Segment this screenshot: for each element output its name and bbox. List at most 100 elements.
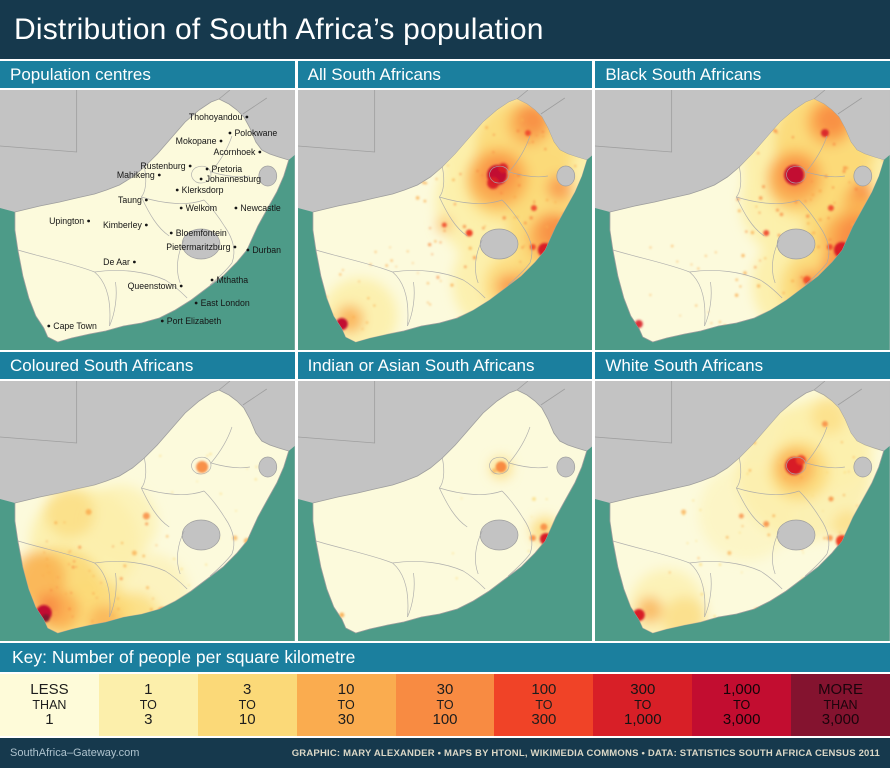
- density-speckle: [435, 177, 438, 181]
- panel-header-population-centres: Population centres: [0, 61, 295, 88]
- density-speckle: [554, 201, 557, 204]
- province-borders: [613, 135, 846, 327]
- density-core: [822, 421, 829, 427]
- density-speckle: [254, 478, 257, 481]
- density-speckle: [545, 198, 549, 202]
- density-speckle: [255, 465, 258, 468]
- density-speckle: [116, 597, 120, 600]
- south-africa-map-svg: [0, 381, 295, 641]
- map-black-south-africans: [595, 90, 890, 350]
- density-speckle: [695, 540, 698, 542]
- density-speckle: [341, 269, 344, 271]
- panel-header-white: White South Africans: [595, 352, 890, 379]
- density-core: [338, 612, 344, 618]
- density-speckle: [431, 253, 433, 256]
- density-speckle: [707, 311, 710, 313]
- density-speckle: [459, 173, 462, 176]
- legend-swatch-text: THAN: [32, 698, 67, 712]
- panel-header-black: Black South Africans: [595, 61, 890, 88]
- city-dot: [188, 164, 192, 168]
- density-speckle: [171, 491, 174, 494]
- density-speckle: [809, 198, 813, 201]
- density-speckle: [541, 130, 544, 134]
- density-speckle: [78, 545, 82, 549]
- density-speckle: [491, 151, 495, 154]
- city-label: Port Elizabeth: [167, 316, 222, 326]
- density-speckle: [855, 187, 859, 191]
- density-speckle: [352, 315, 355, 319]
- density-speckle: [46, 564, 49, 568]
- density-speckle: [802, 551, 805, 554]
- density-core: [465, 229, 473, 237]
- density-speckle: [88, 569, 91, 572]
- density-speckle: [757, 152, 760, 155]
- density-speckle: [96, 597, 98, 599]
- density-speckle: [499, 191, 503, 195]
- density-speckle: [726, 535, 729, 539]
- density-speckle: [64, 592, 68, 595]
- city-label: Durban: [252, 245, 281, 255]
- city-label: Taung: [118, 195, 142, 205]
- map-all-south-africans: [297, 90, 593, 350]
- density-speckle: [219, 492, 222, 495]
- density-speckle: [746, 472, 750, 476]
- neighbour-borders: [595, 381, 863, 444]
- density-speckle: [443, 229, 446, 232]
- density-speckle: [112, 545, 114, 548]
- footer-bar: SouthAfrica–Gateway.com GRAPHIC: MARY AL…: [0, 738, 890, 768]
- legend-swatches: LESS THAN 1 1 TO 3 3 TO 10 10 TO 30 30 TO 100 100 TO 300 3…: [0, 674, 890, 736]
- city-label: Upington: [49, 216, 84, 226]
- density-speckle: [68, 551, 71, 553]
- density-speckle: [206, 454, 209, 457]
- density-speckle: [527, 141, 530, 144]
- density-speckle: [832, 186, 835, 189]
- density-speckle: [782, 291, 786, 295]
- density-speckle: [119, 577, 123, 581]
- eswatini: [853, 165, 873, 187]
- ocean: [595, 155, 890, 350]
- density-speckle: [92, 575, 95, 577]
- city-dot: [160, 319, 164, 323]
- density-speckle: [480, 174, 484, 177]
- density-speckle: [676, 260, 679, 263]
- panel-header-indian: Indian or Asian South Africans: [297, 352, 593, 379]
- legend-swatch-text: THAN: [823, 698, 858, 712]
- legend-swatch-text: 300: [630, 681, 656, 698]
- density-speckle: [779, 461, 782, 464]
- city-dot: [133, 260, 136, 264]
- density-speckle: [75, 566, 78, 568]
- city-dot: [169, 231, 173, 235]
- density-core: [486, 177, 499, 189]
- density-speckle: [695, 304, 698, 307]
- density-core: [530, 205, 537, 211]
- legend-swatch-text: TO: [238, 698, 256, 712]
- density-speckle: [43, 551, 46, 554]
- legend-swatch-8: 1,000 TO 3,000: [692, 674, 792, 736]
- density-speckle: [439, 241, 442, 244]
- density-speckle: [822, 510, 825, 512]
- density-speckle: [436, 275, 439, 279]
- density-speckle: [777, 132, 779, 135]
- density-speckle: [811, 193, 815, 197]
- density-speckle: [117, 607, 120, 611]
- panel-header-coloured: Coloured South Africans: [0, 352, 295, 379]
- density-speckle: [827, 217, 830, 220]
- density-speckle: [806, 214, 810, 218]
- lesotho: [181, 519, 221, 551]
- density-speckle: [92, 592, 95, 595]
- legend-swatch-text: 10: [337, 681, 355, 698]
- density-speckle: [735, 278, 739, 282]
- density-speckle: [780, 212, 784, 217]
- density-speckle: [142, 554, 146, 558]
- density-speckle: [529, 216, 533, 220]
- density-speckle: [428, 227, 431, 230]
- density-core: [803, 276, 812, 284]
- density-speckle: [686, 542, 689, 545]
- density-speckle: [123, 564, 127, 568]
- legend-swatch-text: LESS: [30, 681, 69, 698]
- density-speckle: [373, 304, 376, 307]
- city-label: Welkom: [186, 203, 217, 213]
- density-speckle: [426, 282, 429, 285]
